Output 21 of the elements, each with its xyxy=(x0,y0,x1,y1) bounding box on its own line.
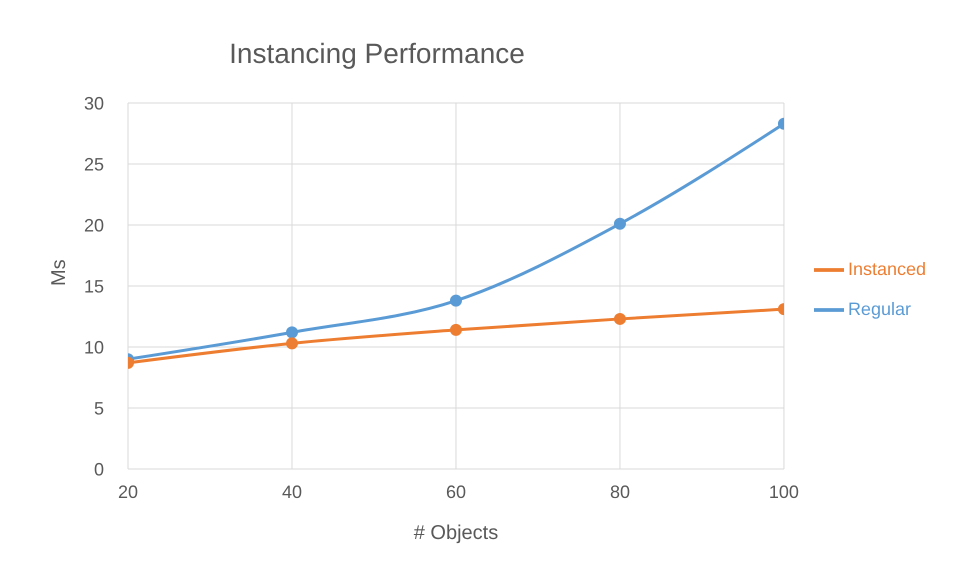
y-tick-label: 30 xyxy=(84,93,104,114)
x-tick-label: 40 xyxy=(282,482,302,502)
y-tick-label: 25 xyxy=(84,154,104,174)
legend-label: Instanced xyxy=(848,258,926,278)
x-tick-label: 20 xyxy=(118,482,138,502)
y-tick-label: 10 xyxy=(84,337,104,358)
y-tick-label: 15 xyxy=(84,276,104,296)
point xyxy=(614,312,626,325)
y-axis-title: Ms xyxy=(48,259,70,286)
legend-label: Regular xyxy=(848,298,911,318)
y-tick-label: 0 xyxy=(94,459,104,480)
x-tick-label: 80 xyxy=(610,482,630,502)
point xyxy=(450,294,462,307)
x-tick-label: 60 xyxy=(446,482,466,502)
point xyxy=(450,324,462,336)
y-tick-label: 5 xyxy=(94,398,104,418)
chart-title: Instancing Performance xyxy=(228,38,526,70)
y-tick-label: 20 xyxy=(84,215,104,236)
point xyxy=(614,218,626,230)
x-axis-title: # Objects xyxy=(414,522,498,544)
x-tick-label: 100 xyxy=(768,482,799,502)
